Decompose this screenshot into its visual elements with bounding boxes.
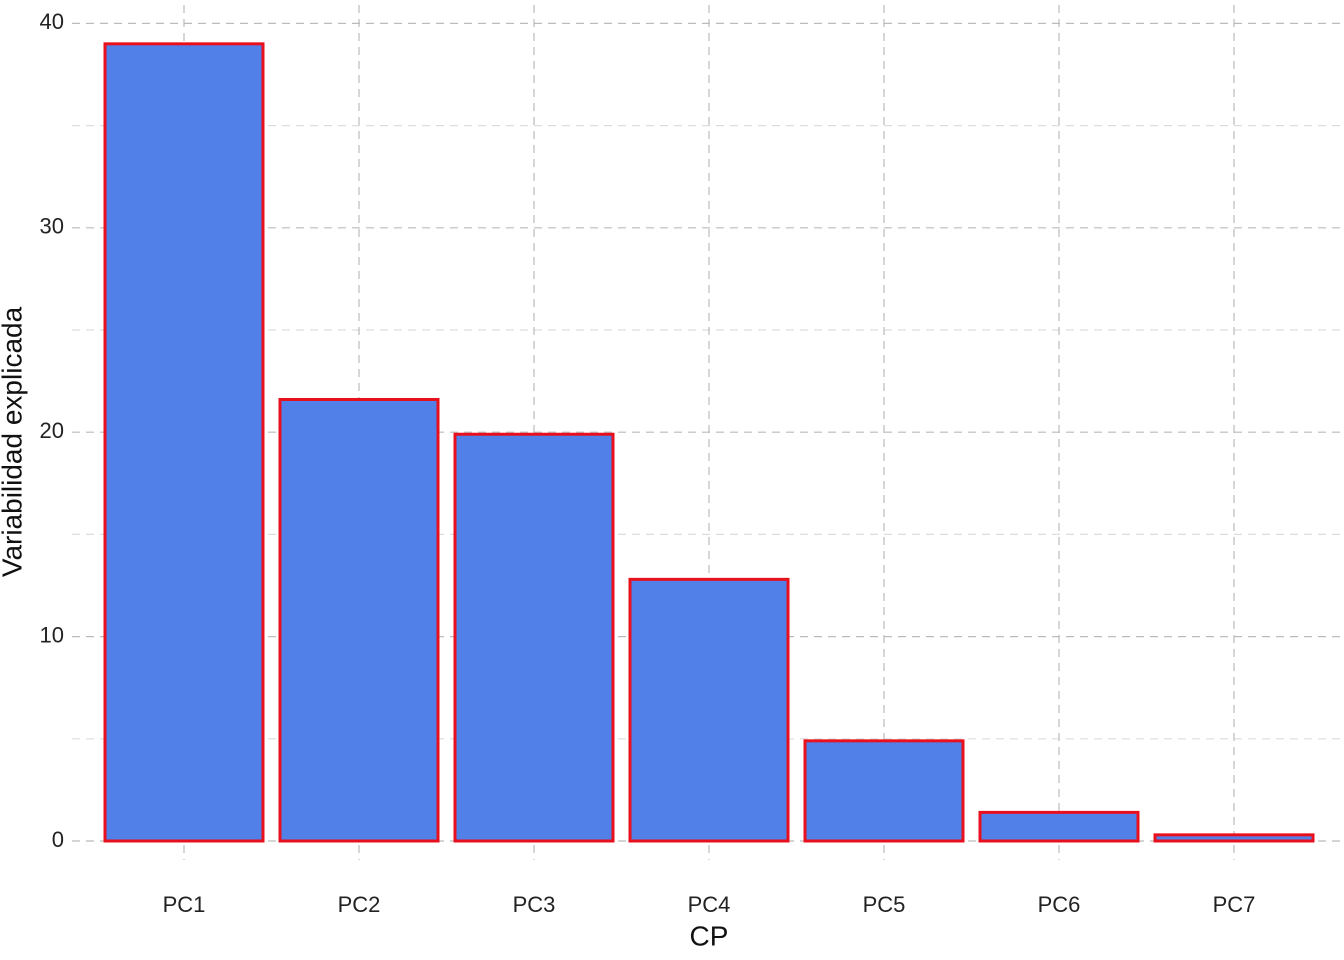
bar [103, 42, 265, 843]
bar [628, 577, 790, 843]
x-tick-label: PC7 [1213, 892, 1256, 917]
bar [1153, 833, 1315, 843]
y-tick-label: 40 [40, 9, 64, 34]
bar [453, 432, 615, 843]
x-tick-label: PC6 [1038, 892, 1081, 917]
y-tick-label: 20 [40, 418, 64, 443]
x-tick-label: PC3 [513, 892, 556, 917]
y-tick-label: 30 [40, 214, 64, 239]
y-tick-label: 0 [52, 827, 64, 852]
x-tick-label: PC2 [338, 892, 381, 917]
x-tick-label: PC4 [688, 892, 731, 917]
bar [803, 739, 965, 843]
x-tick-label: PC1 [163, 892, 206, 917]
x-axis-title: CP [690, 920, 729, 951]
x-tick-label: PC5 [863, 892, 906, 917]
bar [978, 810, 1140, 843]
y-tick-label: 10 [40, 622, 64, 647]
y-axis-title: Variabilidad explicada [0, 306, 27, 577]
bar [278, 397, 440, 843]
